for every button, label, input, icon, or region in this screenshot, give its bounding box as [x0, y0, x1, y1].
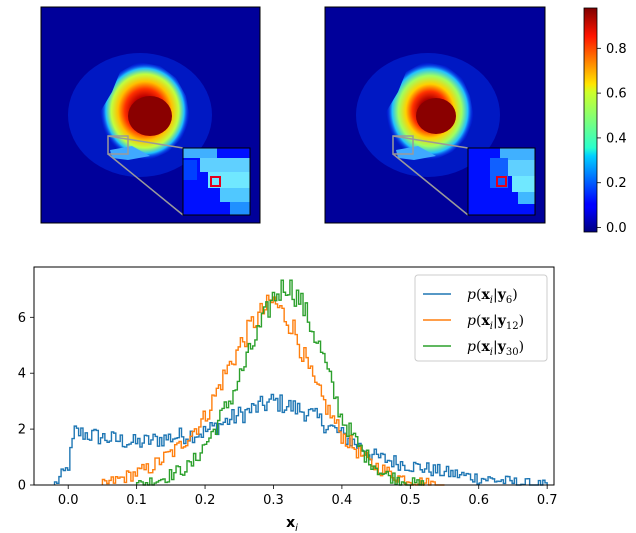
left-inset-highlight: [210, 176, 221, 187]
legend-func: p: [467, 339, 476, 355]
legend-entry-label: p(xi|y12): [467, 313, 524, 332]
left-zoom-inset: [182, 147, 251, 216]
left-heatmap-frame: [40, 6, 261, 224]
legend-y: y: [497, 313, 507, 329]
legend-close: ): [519, 339, 524, 355]
legend-bar: |: [493, 287, 498, 303]
left-heatmap-core: [128, 96, 172, 136]
right-zoom-connector-top: [392, 135, 469, 149]
legend-x: x: [481, 313, 490, 329]
legend-sub-n: 12: [506, 321, 519, 332]
legend-sub-i: i: [490, 347, 493, 358]
y-axis-ticks: 0 2 4 6: [18, 311, 34, 494]
right-heatmap-tail: [396, 146, 436, 160]
x-tick-label: 0.1: [126, 493, 147, 508]
x-axis-label-main: x: [286, 515, 295, 531]
left-zoom-source-box: [107, 135, 129, 155]
y-tick-label: 0: [18, 479, 26, 494]
y-tick-label: 4: [18, 367, 26, 382]
colorbar-tick-label: 0.8: [606, 42, 627, 57]
y-tick-label: 2: [18, 423, 26, 438]
histogram-series-1: [101, 294, 445, 486]
x-axis-label: xi: [286, 515, 298, 533]
histogram-axes-frame: [33, 266, 555, 486]
legend: p(xi|y6)p(xi|y12)p(xi|y30): [414, 274, 548, 362]
colorbar-gradient: [583, 7, 598, 233]
legend-x: x: [481, 339, 490, 355]
legend-func: p: [467, 313, 476, 329]
legend-y: y: [497, 287, 507, 303]
x-axis-ticks: 0.0 0.1 0.2 0.3 0.4 0.5 0.6 0.7: [58, 485, 558, 508]
x-tick-label: 0.0: [58, 493, 79, 508]
legend-x: x: [481, 287, 490, 303]
legend-open: (: [476, 287, 481, 303]
right-heatmap-frame: [324, 6, 546, 224]
right-zoom-inset: [467, 147, 536, 216]
left-heatmap-tail: [110, 146, 150, 160]
legend-entry-label: p(xi|y6): [467, 287, 518, 306]
legend-sub-n: 30: [506, 347, 519, 358]
left-heatmap-panel: [40, 6, 261, 224]
x-tick-label: 0.3: [263, 493, 284, 508]
legend-bar: |: [493, 339, 498, 355]
legend-sub-i: i: [490, 295, 493, 306]
colorbar-tick-label: 0.2: [606, 176, 627, 191]
right-inset-highlight: [496, 176, 507, 187]
x-tick-label: 0.4: [332, 493, 353, 508]
histogram-series-2: [135, 279, 425, 486]
histogram-series-layer: [53, 279, 548, 486]
legend-entry-label: p(xi|y30): [467, 339, 524, 358]
colorbar: 0.0 0.2 0.4 0.6 0.8: [583, 7, 627, 236]
left-zoom-connector-bottom: [107, 153, 184, 216]
x-tick-label: 0.6: [468, 493, 489, 508]
right-zoom-source-box: [392, 135, 414, 155]
y-tick-label: 6: [18, 311, 26, 326]
legend-close: ): [512, 287, 517, 303]
right-heatmap-panel: [324, 6, 546, 224]
legend-open: (: [476, 313, 481, 329]
legend-func: p: [467, 287, 476, 303]
histogram-series-0: [53, 393, 548, 486]
colorbar-ticks: 0.0 0.2 0.4 0.6 0.8: [597, 42, 627, 236]
legend-open: (: [476, 339, 481, 355]
x-tick-label: 0.7: [537, 493, 558, 508]
legend-sub-i: i: [490, 321, 493, 332]
legend-box: [414, 274, 548, 362]
colorbar-tick-label: 0.4: [606, 131, 627, 146]
left-zoom-connector-top: [107, 135, 184, 149]
legend-y: y: [497, 339, 507, 355]
legend-sub-n: 6: [506, 295, 512, 306]
x-axis-label-sub: i: [295, 523, 298, 533]
right-heatmap-core: [416, 98, 456, 134]
x-tick-label: 0.2: [195, 493, 216, 508]
colorbar-tick-label: 0.6: [606, 87, 627, 102]
x-tick-label: 0.5: [400, 493, 421, 508]
right-zoom-connector-bottom: [392, 153, 469, 216]
legend-close: ): [519, 313, 524, 329]
colorbar-tick-label: 0.0: [606, 221, 627, 236]
legend-bar: |: [493, 313, 498, 329]
